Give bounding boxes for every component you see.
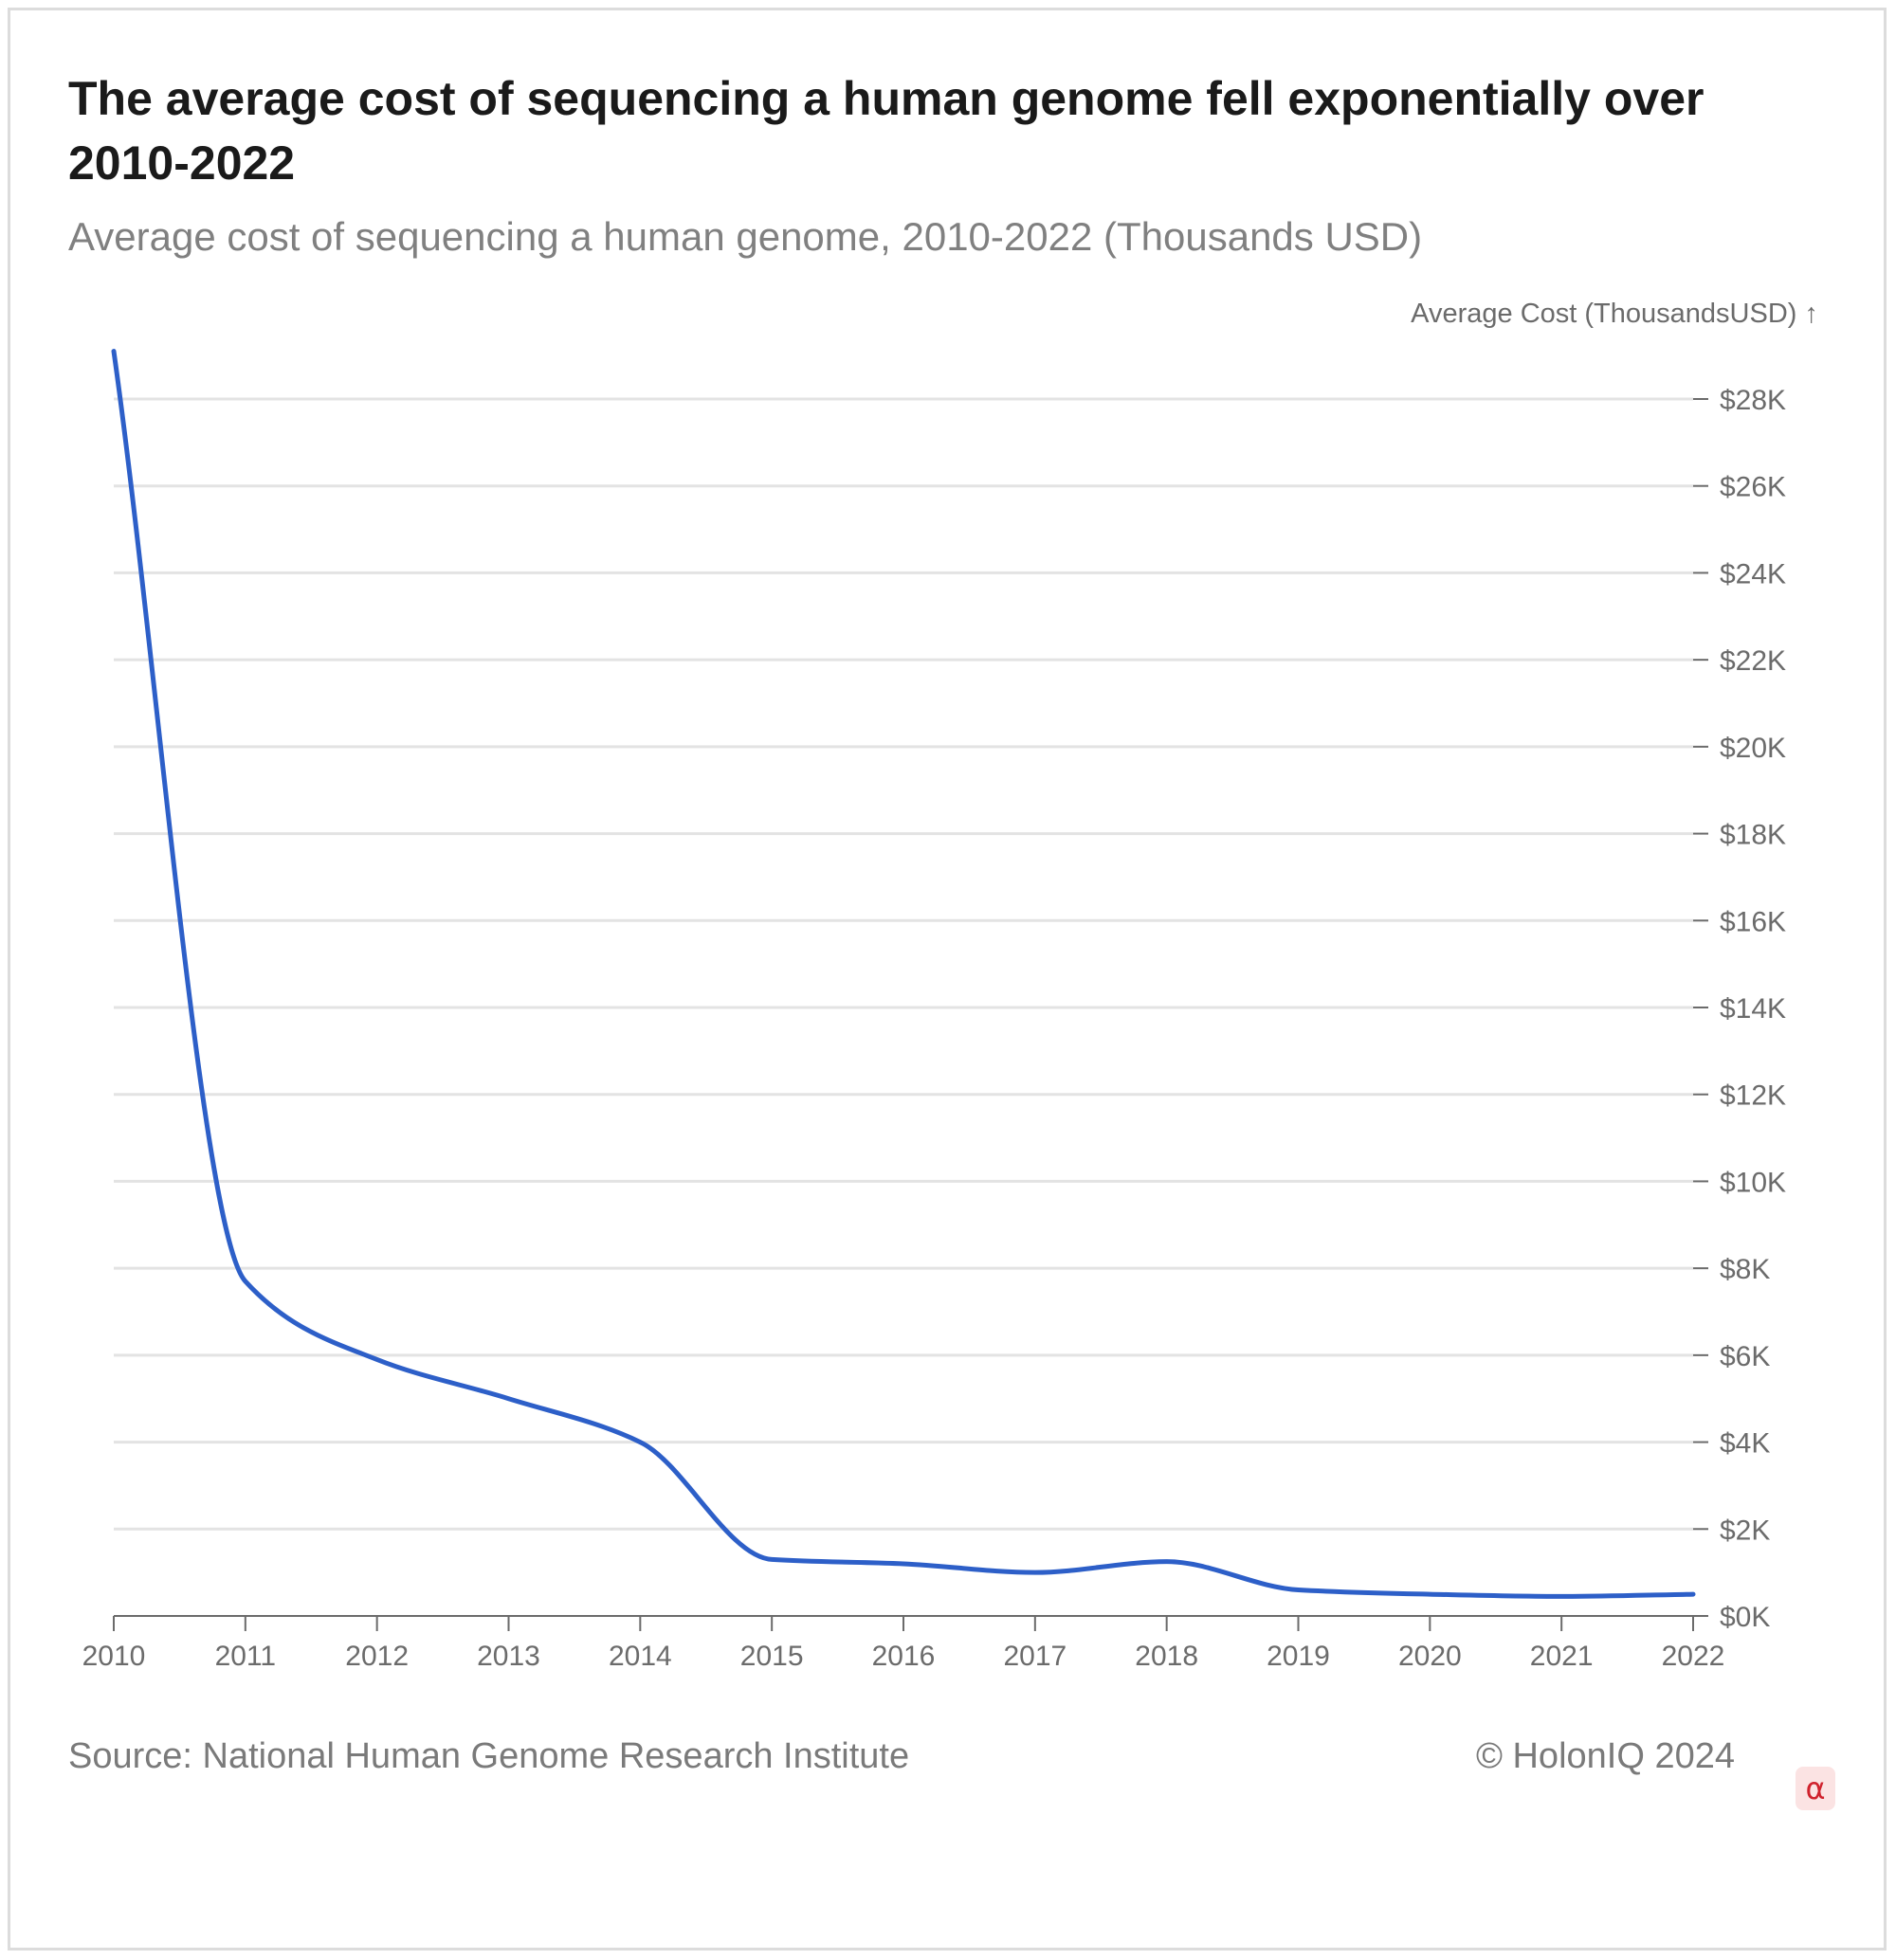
y-tick-label: $14K [1720, 993, 1786, 1025]
y-tick-label: $2K [1720, 1515, 1770, 1546]
data-point [111, 349, 117, 354]
y-tick-label: $0K [1720, 1602, 1770, 1633]
x-tick-label: 2020 [1398, 1641, 1462, 1672]
copyright-note: © HolonIQ 2024 [1475, 1736, 1735, 1776]
x-tick-label: 2016 [872, 1641, 936, 1672]
series-layer [111, 349, 1696, 1599]
x-axis: 2010 2011 2012 2013 2014 2015 2016 2017 2018 2019… [82, 1615, 1725, 1672]
gridlines [114, 397, 1693, 1531]
x-tick-label: 2013 [477, 1641, 540, 1672]
chart-subtitle: Average cost of sequencing a human genom… [68, 214, 1423, 259]
data-point [901, 1561, 906, 1567]
x-tick-label: 2017 [1003, 1641, 1066, 1672]
source-note: Source: National Human Genome Research I… [68, 1736, 910, 1776]
y-axis: $0K $2K $4K $6K $8K $10K $12K $14K $16K $18K $20K $… [1693, 385, 1786, 1633]
series-line [111, 349, 1696, 1599]
data-point [506, 1396, 512, 1402]
y-tick-label: $4K [1720, 1428, 1770, 1460]
y-tick-label: $12K [1720, 1080, 1786, 1112]
x-tick-label: 2012 [345, 1641, 409, 1672]
x-tick-label: 2010 [82, 1641, 146, 1672]
data-point [1296, 1587, 1302, 1592]
x-tick-label: 2011 [215, 1641, 277, 1672]
y-tick-label: $24K [1720, 558, 1786, 590]
y-axis-title: Average Cost (ThousandsUSD) ↑ [1411, 299, 1818, 329]
y-tick-label: $20K [1720, 733, 1786, 764]
data-point [243, 1279, 248, 1284]
data-point [637, 1440, 643, 1445]
y-tick-label: $6K [1720, 1341, 1770, 1372]
data-point [1427, 1591, 1432, 1597]
chart-frame [8, 8, 1887, 1951]
x-tick-label: 2018 [1135, 1641, 1198, 1672]
y-tick-label: $26K [1720, 472, 1786, 503]
x-tick-label: 2014 [609, 1641, 672, 1672]
y-tick-label: $8K [1720, 1254, 1770, 1285]
data-point [1032, 1570, 1038, 1575]
y-tick-label: $28K [1720, 385, 1786, 416]
y-tick-label: $18K [1720, 820, 1786, 851]
data-point [769, 1556, 775, 1562]
data-point [374, 1356, 380, 1362]
data-point [1164, 1559, 1170, 1565]
chart-title: The average cost of sequencing a human g… [68, 72, 1705, 190]
x-tick-label: 2015 [740, 1641, 804, 1672]
x-tick-label: 2022 [1662, 1641, 1725, 1672]
x-tick-label: 2019 [1267, 1641, 1330, 1672]
alpha-badge[interactable]: α [1796, 1767, 1835, 1810]
x-tick-label: 2021 [1530, 1641, 1594, 1672]
data-point [1690, 1591, 1696, 1597]
y-tick-label: $10K [1720, 1167, 1786, 1198]
y-tick-label: $16K [1720, 906, 1786, 937]
data-point [1559, 1593, 1564, 1599]
y-tick-label: $22K [1720, 645, 1786, 677]
